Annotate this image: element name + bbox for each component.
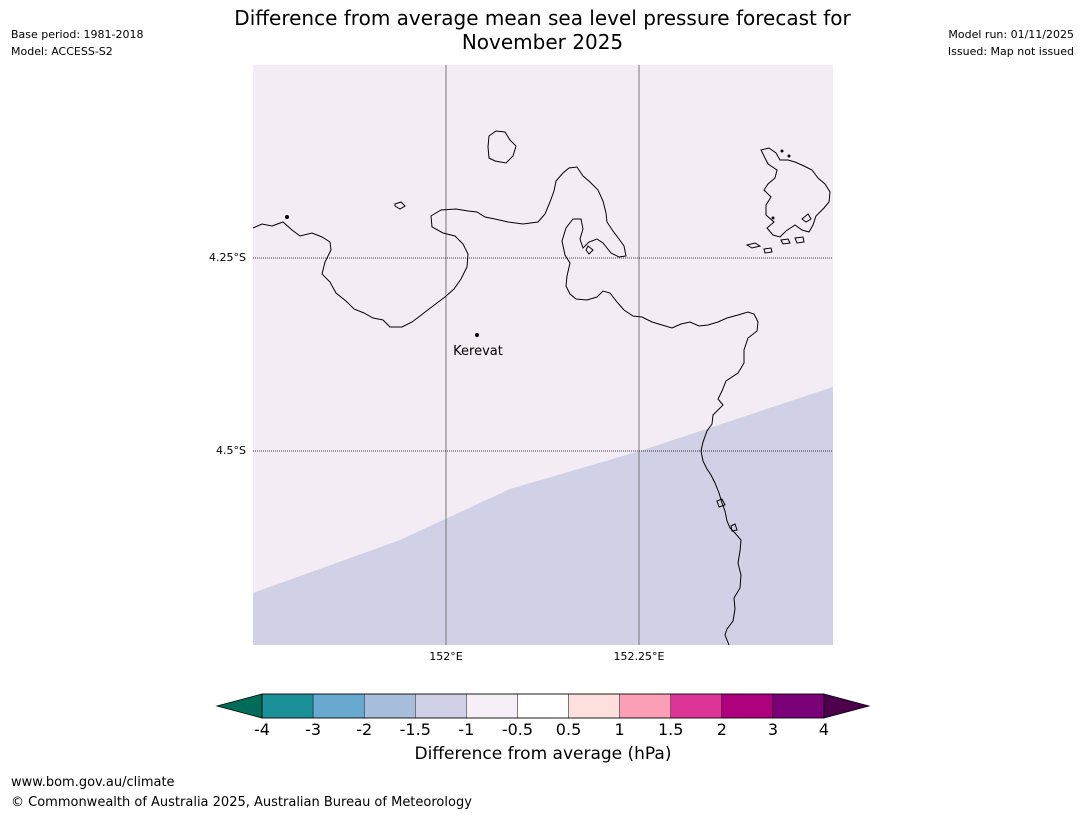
coastline-islet-e bbox=[801, 213, 812, 223]
colorbar-tick-label: 3 bbox=[767, 720, 778, 739]
colorbar-segment bbox=[721, 693, 774, 719]
colorbar-tick-label: -1 bbox=[458, 720, 475, 739]
colorbar-label: Difference from average (hPa) bbox=[414, 744, 672, 764]
coastline-islet-b bbox=[763, 247, 773, 254]
colorbar-outline bbox=[261, 693, 825, 719]
colorbar-extend-high bbox=[823, 693, 871, 719]
colorbar-tick-label: -2 bbox=[356, 720, 373, 739]
colorbar-tick-label: 2 bbox=[716, 720, 727, 739]
colorbar-segments bbox=[215, 693, 871, 719]
coastline-islet-c bbox=[780, 238, 791, 245]
lon-label-152-25: 152.25°E bbox=[613, 650, 665, 663]
pressure-anomaly-region bbox=[253, 387, 833, 645]
coastline bbox=[252, 130, 831, 646]
footer-url[interactable]: www.bom.gov.au/climate bbox=[11, 775, 175, 790]
colorbar-segment bbox=[619, 693, 671, 719]
coastline-island-small bbox=[394, 201, 406, 210]
colorbar-tick-label: -1.5 bbox=[399, 720, 431, 739]
colorbar-segment bbox=[466, 693, 518, 719]
coastline-islet-a bbox=[745, 242, 762, 249]
title-line-1: Difference from average mean sea level p… bbox=[234, 6, 851, 30]
issued-text: Issued: Map not issued bbox=[947, 45, 1074, 58]
lat-label-4-5: 4.5°S bbox=[216, 444, 246, 457]
model-run-text: Model run: 01/11/2025 bbox=[948, 28, 1074, 41]
kerevat-label: Kerevat bbox=[453, 344, 503, 359]
colorbar-segment bbox=[568, 693, 620, 719]
colorbar-segment bbox=[772, 693, 825, 719]
colorbar-tick-label: 1 bbox=[614, 720, 625, 739]
graticule bbox=[253, 65, 833, 645]
coastline-islet-f bbox=[716, 498, 726, 508]
colorbar-tick-label: 1.5 bbox=[657, 720, 684, 739]
colorbar-tick-label: -4 bbox=[254, 720, 270, 739]
coastline-dot-d bbox=[771, 216, 775, 220]
colorbar-tick-label: -0.5 bbox=[501, 720, 534, 739]
colorbar-segment bbox=[261, 693, 314, 719]
colorbar-segment bbox=[517, 693, 569, 719]
coastline-islet-d bbox=[794, 236, 805, 244]
colorbar-extend-low bbox=[215, 693, 263, 719]
coastline-main bbox=[252, 166, 759, 646]
coastline-duke-of-york bbox=[760, 147, 831, 238]
coastline-inner-bay bbox=[585, 245, 594, 255]
colorbar-tick-label: -3 bbox=[305, 720, 322, 739]
coastline-island-north bbox=[487, 130, 517, 164]
coastline-dot-c bbox=[787, 154, 791, 158]
coastline-dot-b bbox=[780, 149, 784, 153]
base-period-text: Base period: 1981-2018 bbox=[11, 28, 144, 41]
page-title: Difference from average mean sea level p… bbox=[200, 6, 885, 54]
meta-right: Model run: 01/11/2025 Issued: Map not is… bbox=[948, 26, 1074, 60]
colorbar-segment bbox=[415, 693, 467, 719]
title-line-2: November 2025 bbox=[461, 30, 624, 54]
model-text: Model: ACCESS-S2 bbox=[11, 45, 113, 58]
footer-copyright: © Commonwealth of Australia 2025, Austra… bbox=[11, 795, 472, 810]
coastline-islet-g bbox=[730, 523, 738, 532]
kerevat-marker bbox=[475, 333, 479, 337]
colorbar-segment bbox=[670, 693, 723, 719]
colorbar-tick-label: 4 bbox=[818, 720, 830, 739]
lon-label-152: 152°E bbox=[429, 650, 463, 663]
colorbar-segment bbox=[312, 693, 365, 719]
meta-left: Base period: 1981-2018 Model: ACCESS-S2 bbox=[11, 26, 143, 60]
colorbar-tick-label: 0.5 bbox=[555, 720, 582, 739]
lat-label-4-25: 4.25°S bbox=[209, 251, 246, 264]
colorbar-segment bbox=[363, 693, 416, 719]
coastline-dot-a bbox=[285, 215, 289, 219]
